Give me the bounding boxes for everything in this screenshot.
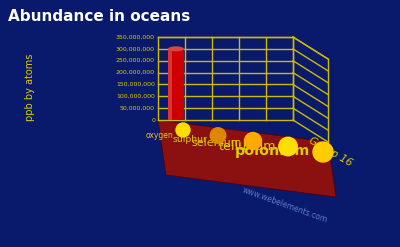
Circle shape xyxy=(176,123,190,137)
Polygon shape xyxy=(158,120,336,197)
Text: 300,000,000: 300,000,000 xyxy=(116,46,155,51)
Text: www.webelements.com: www.webelements.com xyxy=(241,185,329,225)
Text: Group 16: Group 16 xyxy=(306,136,354,168)
Text: 200,000,000: 200,000,000 xyxy=(116,70,155,75)
Text: 50,000,000: 50,000,000 xyxy=(120,106,155,111)
Text: polonium: polonium xyxy=(235,144,310,158)
Text: 350,000,000: 350,000,000 xyxy=(116,35,155,40)
Ellipse shape xyxy=(168,46,184,51)
Circle shape xyxy=(210,128,226,143)
Text: ppb by atoms: ppb by atoms xyxy=(25,53,35,121)
Text: 100,000,000: 100,000,000 xyxy=(116,94,155,99)
Text: sulphur: sulphur xyxy=(172,135,207,144)
Text: tellurium: tellurium xyxy=(218,141,276,153)
Circle shape xyxy=(244,132,262,149)
Circle shape xyxy=(279,137,297,156)
Bar xyxy=(168,49,172,120)
Circle shape xyxy=(313,142,333,162)
Text: oxygen: oxygen xyxy=(145,130,173,140)
Text: selenium: selenium xyxy=(191,138,242,148)
Text: 250,000,000: 250,000,000 xyxy=(116,58,155,63)
Text: 150,000,000: 150,000,000 xyxy=(116,82,155,87)
Text: Abundance in oceans: Abundance in oceans xyxy=(8,9,190,24)
Text: 0: 0 xyxy=(151,118,155,123)
Bar xyxy=(168,49,184,120)
